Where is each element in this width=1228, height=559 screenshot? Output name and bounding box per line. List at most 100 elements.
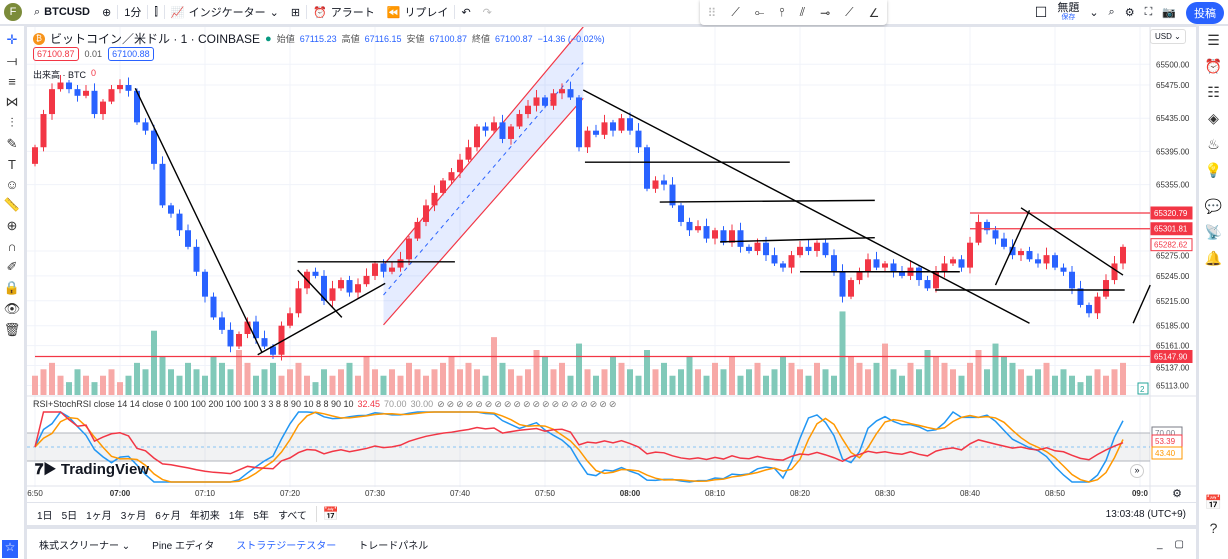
currency-select[interactable]: USD ⌄ <box>1150 29 1186 44</box>
market-status-dot-icon: ● <box>265 32 272 45</box>
candle <box>737 230 744 247</box>
minimize-icon[interactable]: _ <box>1156 538 1163 550</box>
undo-icon: ↶ <box>461 6 471 19</box>
axis-settings-icon[interactable]: ⚙ <box>1172 488 1182 500</box>
candle <box>74 89 81 96</box>
price-label: 65282.62 <box>1154 241 1188 250</box>
candle <box>788 255 795 268</box>
tab-trade-panel[interactable]: トレードパネル <box>358 540 429 552</box>
candle <box>720 230 727 243</box>
range-1y[interactable]: 1年 <box>228 510 245 522</box>
camera-icon[interactable]: 📷 <box>1162 7 1176 19</box>
brush-icon[interactable]: ✎ <box>6 136 18 151</box>
layout-name[interactable]: 無題 保存 <box>1057 2 1079 23</box>
range-5d[interactable]: 5日 <box>61 510 78 522</box>
angle-line-icon[interactable]: ∠ <box>868 5 880 20</box>
indicators-button[interactable]: 📈 インジケーター ⌄ <box>165 0 285 25</box>
trash-icon[interactable]: 🗑 <box>3 322 21 337</box>
range-5y[interactable]: 5年 <box>253 510 269 522</box>
symbol-search[interactable]: ⌕ BTCUSD <box>28 0 96 25</box>
extended-line-icon[interactable]: ⟋ <box>845 5 854 19</box>
horizontal-line-icon[interactable]: ⊸ <box>820 5 831 20</box>
sell-price-button[interactable]: 67100.87 <box>33 47 79 61</box>
vertical-line-icon[interactable]: ⫯ <box>779 5 785 19</box>
range-1d[interactable]: 1日 <box>37 510 53 522</box>
chat-icon[interactable]: 💬 <box>1204 198 1223 214</box>
volume-bar <box>576 343 582 395</box>
volume-bar <box>610 356 616 395</box>
buy-price-button[interactable]: 67100.88 <box>108 47 154 61</box>
tab-pine-editor[interactable]: Pine エディタ <box>152 540 215 552</box>
lock-drawing-icon[interactable]: ✐ <box>6 259 18 274</box>
chart-type-button[interactable]: ⫿ <box>148 0 164 25</box>
volume-bar <box>1086 375 1092 395</box>
replay-button[interactable]: ⏪ リプレイ <box>381 0 455 25</box>
redo-button[interactable]: ↷ <box>477 0 498 25</box>
user-avatar[interactable]: F <box>4 3 22 21</box>
fib-tool-icon[interactable]: ≡ <box>8 74 16 89</box>
add-list-icon[interactable]: ☷ <box>1207 84 1220 100</box>
volume-bar <box>202 375 208 395</box>
interval-button[interactable]: 1分 <box>124 7 142 19</box>
favorites-star-icon[interactable]: ☆ <box>2 540 18 558</box>
calendar-icon[interactable]: 📅 <box>1204 494 1223 510</box>
settings-gear-icon[interactable]: ⚙ <box>1124 7 1135 19</box>
range-6m[interactable]: 6ヶ月 <box>155 510 181 522</box>
crosshair-icon[interactable]: ✛ <box>6 32 18 47</box>
text-icon[interactable]: T <box>8 157 16 172</box>
eye-icon[interactable]: 👁 <box>3 301 21 316</box>
price-label-box <box>1150 349 1193 363</box>
notifications-bell-icon[interactable]: 🔔 <box>1204 250 1223 266</box>
range-all[interactable]: すべて <box>277 510 307 522</box>
magnet-icon[interactable]: ∩ <box>7 239 17 254</box>
horizontal-ray-icon[interactable]: ⟜ <box>754 5 765 19</box>
undo-button[interactable]: ↶ <box>455 0 476 25</box>
fullscreen-icon[interactable]: ⛶ <box>1144 6 1153 18</box>
range-1m[interactable]: 1ヶ月 <box>86 510 112 522</box>
candle <box>1094 296 1101 314</box>
scroll-to-realtime-button[interactable]: » <box>1130 464 1144 478</box>
candle <box>210 296 217 318</box>
price-tick: 65245.00 <box>1156 272 1190 281</box>
clock[interactable]: 13:03:48 (UTC+9) <box>1105 508 1186 520</box>
goto-date-icon[interactable]: 📅 <box>315 506 339 522</box>
forecast-tool-icon[interactable]: ⫶ <box>10 115 14 130</box>
parallel-channel-icon[interactable]: ⫽ <box>799 5 806 19</box>
ideas-bulb-icon[interactable]: 💡 <box>1204 162 1223 178</box>
lock-icon[interactable]: 🔒 <box>3 280 21 295</box>
candle <box>882 263 888 268</box>
alerts-clock-icon[interactable]: ⏰ <box>1204 58 1223 74</box>
drag-handle-icon[interactable]: ⠿ <box>707 5 717 20</box>
range-ytd[interactable]: 年初来 <box>189 510 220 522</box>
emoji-icon[interactable]: ☺ <box>5 177 19 192</box>
post-button[interactable]: 投稿 <box>1186 1 1224 24</box>
alert-button[interactable]: ⏰ アラート <box>307 0 381 25</box>
pattern-tool-icon[interactable]: ⋈ <box>5 94 19 109</box>
streams-icon[interactable]: 📡 <box>1204 224 1223 240</box>
volume-bar <box>270 362 276 395</box>
trend-line-tool-icon[interactable]: ⟞ <box>6 53 18 68</box>
candle <box>967 242 973 268</box>
candle <box>1103 280 1109 297</box>
maximize-icon[interactable]: ▢ <box>1174 538 1184 550</box>
volume-bar <box>406 362 412 395</box>
quick-search-icon[interactable]: ⌕ <box>1108 6 1115 18</box>
ruler-icon[interactable]: 📏 <box>3 197 21 212</box>
watchlist-icon[interactable]: ☰ <box>1207 32 1220 48</box>
chevron-down-icon[interactable]: ⌄ <box>1089 7 1099 19</box>
rsi-line <box>34 411 1124 475</box>
chart-canvas[interactable]: 65500.00 65475.00 65435.00 65395.00 65355.00… <box>27 26 1196 502</box>
tab-stock-screener[interactable]: 株式スクリーナー ⌄ <box>39 537 130 552</box>
chart-area[interactable]: 65500.00 65475.00 65435.00 65395.00 65355.00… <box>27 26 1196 502</box>
compare-button[interactable]: ⊕ <box>96 0 117 25</box>
zoom-in-icon[interactable]: ⊕ <box>6 218 18 233</box>
hotlist-flame-icon[interactable]: ♨ <box>1207 136 1220 152</box>
tab-strategy-tester[interactable]: ストラテジーテスター <box>236 540 337 552</box>
help-icon[interactable]: ? <box>1209 520 1218 536</box>
rsi-params: RSI+StochRSI close 14 14 close 0 100 100… <box>33 399 354 409</box>
trend-line-icon[interactable]: ⟋ <box>731 5 740 19</box>
templates-button[interactable]: ⊞ <box>285 0 306 25</box>
layers-icon[interactable]: ◈ <box>1208 110 1219 126</box>
layout-square-icon[interactable]: ☐ <box>1034 4 1048 20</box>
range-3m[interactable]: 3ヶ月 <box>120 510 147 522</box>
